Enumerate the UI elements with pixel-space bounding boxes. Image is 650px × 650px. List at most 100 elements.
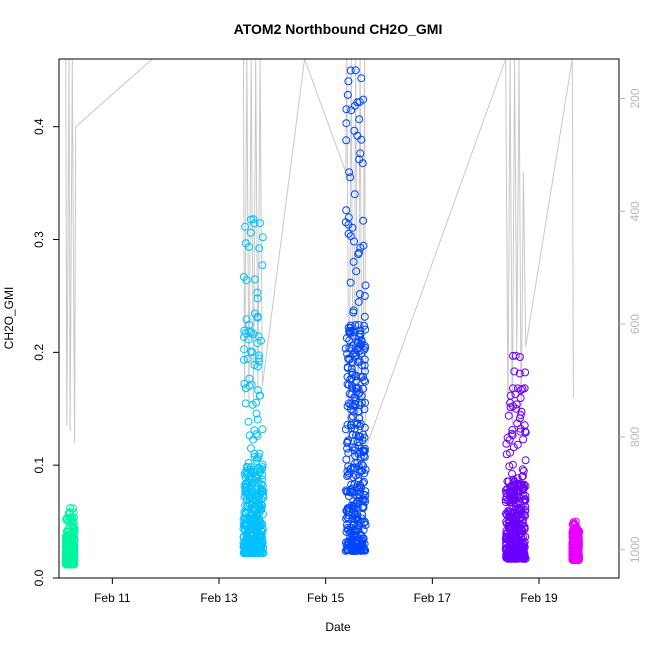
data-point bbox=[347, 390, 356, 399]
data-point bbox=[344, 470, 353, 479]
data-point bbox=[253, 288, 262, 297]
data-point bbox=[360, 361, 369, 370]
series-3 bbox=[341, 66, 370, 555]
data-point bbox=[521, 456, 530, 465]
data-point bbox=[65, 508, 74, 517]
data-point bbox=[573, 551, 582, 560]
data-point bbox=[520, 538, 529, 546]
data-point bbox=[253, 415, 262, 424]
data-point bbox=[359, 216, 368, 225]
data-point bbox=[344, 213, 353, 222]
data-point bbox=[351, 66, 360, 75]
data-point bbox=[506, 403, 515, 412]
data-point bbox=[359, 503, 367, 512]
data-point bbox=[259, 549, 268, 557]
data-point bbox=[344, 229, 353, 238]
y2-tick-label: 400 bbox=[628, 201, 642, 221]
data-point bbox=[352, 513, 361, 521]
data-point bbox=[574, 555, 583, 564]
data-point bbox=[348, 430, 357, 439]
data-point bbox=[519, 491, 528, 500]
data-point bbox=[361, 465, 370, 474]
data-point bbox=[343, 364, 352, 373]
data-point bbox=[346, 66, 355, 75]
data-point bbox=[509, 475, 518, 484]
data-point bbox=[246, 228, 255, 237]
data-point bbox=[256, 468, 264, 477]
data-point bbox=[503, 554, 512, 563]
data-point bbox=[514, 530, 523, 539]
data-point bbox=[508, 460, 517, 469]
data-point bbox=[240, 355, 248, 364]
data-point bbox=[520, 384, 529, 393]
data-point bbox=[241, 468, 250, 477]
data-point bbox=[354, 298, 363, 306]
data-point bbox=[344, 436, 353, 445]
data-point bbox=[521, 511, 529, 520]
data-point bbox=[346, 487, 354, 496]
data-point bbox=[511, 554, 520, 563]
data-point bbox=[502, 439, 511, 448]
data-point bbox=[241, 329, 250, 338]
data-point bbox=[508, 431, 517, 440]
data-point bbox=[66, 532, 75, 540]
pressure-line bbox=[65, 58, 574, 483]
data-point bbox=[360, 355, 369, 364]
data-point bbox=[348, 513, 357, 522]
data-point bbox=[361, 325, 370, 334]
data-point bbox=[348, 536, 357, 545]
data-point bbox=[254, 354, 263, 363]
data-point bbox=[248, 505, 257, 514]
data-point bbox=[245, 320, 254, 329]
data-point bbox=[65, 533, 74, 542]
data-point bbox=[341, 546, 350, 555]
data-point bbox=[240, 546, 249, 555]
data-point bbox=[258, 425, 267, 434]
data-point bbox=[351, 451, 360, 460]
data-point bbox=[351, 348, 360, 357]
data-point bbox=[360, 469, 369, 478]
x-tick-label: Feb 17 bbox=[414, 591, 452, 605]
data-point bbox=[357, 74, 366, 83]
data-point bbox=[361, 377, 370, 386]
data-point bbox=[509, 443, 518, 452]
data-point bbox=[342, 527, 351, 536]
data-point bbox=[520, 524, 529, 533]
data-point bbox=[241, 399, 250, 408]
data-point bbox=[355, 290, 364, 299]
data-point bbox=[62, 558, 71, 567]
data-point bbox=[571, 555, 580, 564]
data-point bbox=[255, 509, 264, 518]
data-point bbox=[246, 478, 254, 487]
data-point bbox=[506, 489, 515, 497]
data-point bbox=[343, 541, 352, 550]
data-point bbox=[351, 371, 360, 380]
data-point bbox=[255, 449, 264, 458]
data-point bbox=[360, 405, 369, 414]
data-point bbox=[347, 374, 356, 383]
x-axis: Feb 11 Feb 13 Feb 15 Feb 17 Feb 19 bbox=[94, 578, 558, 605]
data-point bbox=[241, 239, 250, 248]
data-point bbox=[360, 539, 369, 548]
data-point bbox=[359, 241, 368, 250]
data-point bbox=[504, 411, 513, 420]
x-tick-label: Feb 15 bbox=[307, 591, 345, 605]
data-point bbox=[253, 454, 261, 463]
data-point bbox=[341, 425, 350, 434]
data-point bbox=[342, 119, 351, 128]
data-point bbox=[251, 498, 260, 507]
data-point bbox=[355, 115, 364, 124]
data-point bbox=[360, 321, 369, 330]
data-point bbox=[252, 398, 261, 407]
data-point bbox=[508, 426, 517, 434]
data-point bbox=[354, 321, 363, 329]
data-point bbox=[360, 453, 369, 461]
data-point bbox=[502, 553, 511, 562]
data-point bbox=[359, 448, 368, 456]
data-point bbox=[253, 362, 262, 371]
data-point bbox=[252, 491, 261, 500]
x-tick-label: Feb 19 bbox=[520, 591, 558, 605]
data-point bbox=[257, 539, 266, 548]
data-point bbox=[241, 501, 250, 510]
data-point bbox=[519, 435, 528, 444]
